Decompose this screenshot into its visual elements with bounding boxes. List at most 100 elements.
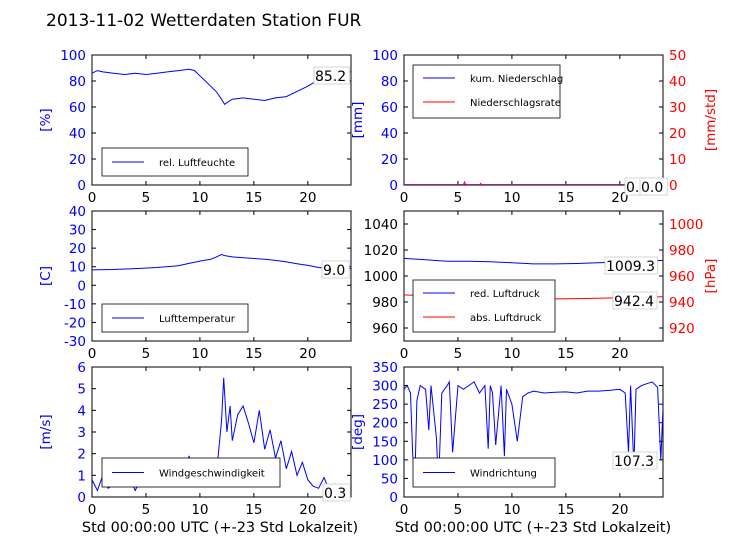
x-tick-label: 20 — [299, 502, 316, 518]
plot-frame — [403, 366, 664, 498]
x-tick-label: 0 — [88, 190, 97, 206]
x-tick-label: 0 — [400, 190, 409, 206]
series-line-1 — [404, 380, 663, 486]
panel-6: 0 5 10 15 20050100150200250300350[deg]Windri… — [350, 360, 664, 518]
y-tick-label: 40 — [69, 204, 86, 220]
legend: Windrichtung — [412, 457, 556, 488]
x-tick-label: 20 — [611, 190, 628, 206]
legend-entry: abs. Luftdruck — [470, 313, 541, 324]
value-annotation: 0.3 — [324, 486, 346, 502]
x-tick-label: 15 — [245, 190, 262, 206]
value-annotation: 9.0 — [323, 263, 345, 279]
annotation-box — [612, 291, 658, 310]
y-axis-label-right: [hPa] — [703, 259, 719, 294]
x-tick-label: 10 — [503, 190, 520, 206]
series-line-1 — [92, 253, 351, 271]
x-tick-label: 10 — [191, 346, 208, 362]
y-tick-label: 10 — [69, 260, 86, 276]
legend-entry: Windgeschwindigkeit — [159, 469, 265, 480]
y-tick-label: 20 — [69, 241, 86, 257]
annotation-box — [639, 177, 668, 196]
plot-frame — [91, 54, 352, 186]
y-tick-label-right: 10 — [669, 152, 686, 168]
y-tick-label-right: 920 — [669, 321, 695, 337]
legend: kum. Niederschlag Niederschlagsrate — [412, 64, 563, 119]
y-axis-label: [m/s] — [38, 414, 54, 449]
x-tick-label: 0 — [88, 502, 97, 518]
y-tick-label: 60 — [69, 100, 86, 116]
legend-entry: red. Luftdruck — [470, 289, 540, 300]
annotation-box — [321, 260, 350, 279]
legend-box — [412, 279, 556, 333]
x-tick-label: 0 — [400, 346, 409, 362]
x-tick-label: 5 — [142, 346, 151, 362]
y-tick-label: 30 — [69, 223, 86, 239]
y-tick-label-right: 1000 — [669, 217, 703, 233]
legend-entry: Lufttemperatur — [159, 314, 236, 325]
legend-entry: kum. Niederschlag — [470, 74, 563, 85]
y-tick-label: -10 — [64, 297, 86, 313]
panel-5: 0 5 10 15 20 0 1 2 3 4 5 6 [m/s] Windgeschwindigkeit 0… — [38, 360, 352, 518]
y-tick-label: 0 — [77, 278, 86, 294]
y-tick-label-right: 980 — [669, 243, 695, 259]
panel-2: 0 5 10 15 20 0 20 40 60 80 100 0 10 20 30 40 50 [mm] [mm/s… — [350, 48, 719, 206]
x-tick-label: 15 — [557, 502, 574, 518]
y-tick-label: 960 — [372, 321, 398, 337]
y-tick-label: 1040 — [364, 217, 398, 233]
legend-entry: Niederschlagsrate — [470, 98, 561, 109]
x-tick-label: 0 — [400, 502, 409, 518]
y-tick-label: 0 — [389, 178, 398, 194]
y-tick-label: 1020 — [364, 243, 398, 259]
panel-4: 0 5 10 15 20 960 980 1000 1020 1040 920 940 960 980 10… — [364, 210, 719, 362]
legend: rel. Luftfeuchte — [101, 147, 249, 177]
y-tick-label-right: 960 — [669, 269, 695, 285]
panel-3: 0 5 10 15 20 -30 -20 -10 0 10 20 30 40 [C] Lufttempera… — [38, 204, 352, 362]
y-tick-label-right: 30 — [669, 100, 686, 116]
y-tick-label: 200 — [372, 416, 398, 432]
y-tick-label: -30 — [64, 334, 86, 350]
x-tick-label: 20 — [299, 190, 316, 206]
value-annotation: 107.3 — [614, 454, 654, 470]
y-axis-label: [%] — [38, 108, 54, 131]
value-annotation: 85.2 — [315, 69, 346, 85]
y-tick-label: 100 — [60, 48, 86, 64]
series-line-2 — [404, 180, 663, 185]
y-tick-label: 40 — [381, 126, 398, 142]
annotation-box — [604, 256, 658, 275]
y-tick-label: 40 — [69, 126, 86, 142]
y-tick-label: 1 — [77, 468, 86, 484]
y-tick-label: 100 — [372, 453, 398, 469]
y-tick-label-right: 0 — [669, 178, 678, 194]
y-tick-label: 80 — [69, 74, 86, 90]
x-tick-label: 5 — [142, 190, 151, 206]
x-tick-label: 10 — [191, 502, 208, 518]
x-tick-label: 15 — [557, 190, 574, 206]
x-tick-label: 10 — [191, 190, 208, 206]
legend-box — [412, 64, 561, 119]
y-tick-label: 3 — [77, 425, 86, 441]
y-tick-label: 300 — [372, 379, 398, 395]
y-tick-label: 5 — [77, 382, 86, 398]
plot-frame — [91, 210, 352, 342]
y-tick-label: 980 — [372, 295, 398, 311]
y-tick-label-right: 940 — [669, 295, 695, 311]
y-tick-label: 0 — [77, 490, 86, 506]
x-tick-label: 20 — [299, 346, 316, 362]
y-tick-label: 2 — [77, 447, 86, 463]
x-tick-label: 15 — [557, 346, 574, 362]
value-annotation: 942.4 — [614, 294, 654, 310]
x-tick-label: 0 — [88, 346, 97, 362]
x-tick-label: 10 — [503, 502, 520, 518]
y-axis-label: [deg] — [350, 414, 366, 450]
panel-1: 0 5 10 15 20 0 20 40 60 80 100 [%] rel. Luftfeuchte 8… — [38, 48, 352, 206]
y-axis-label: [mm] — [350, 102, 366, 139]
x-tick-label: 15 — [245, 502, 262, 518]
y-tick-label: 0 — [389, 490, 398, 506]
series-line-1 — [92, 68, 351, 106]
y-tick-label: 250 — [372, 397, 398, 413]
legend: Windgeschwindigkeit — [101, 457, 281, 488]
y-tick-label: 6 — [77, 360, 86, 376]
value-annotation: 0.0 — [641, 180, 663, 196]
x-tick-label: 5 — [454, 502, 463, 518]
